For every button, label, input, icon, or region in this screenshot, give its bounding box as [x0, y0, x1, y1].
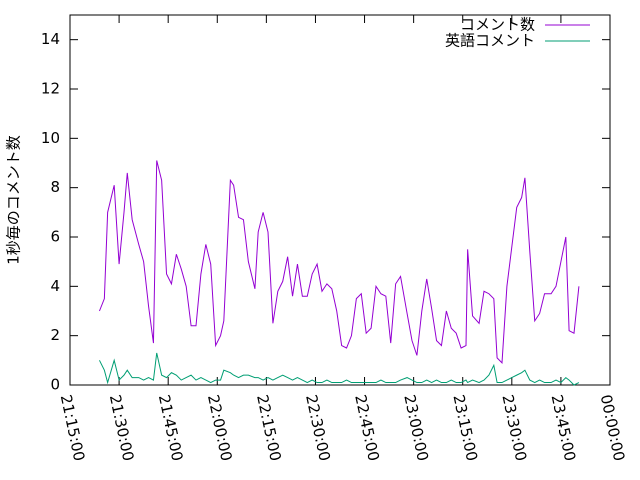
y-tick-label: 10 — [41, 129, 60, 147]
x-tick-label: 22:15:00 — [253, 393, 285, 463]
legend-label: 英語コメント — [445, 32, 535, 50]
x-tick-label: 23:00:00 — [400, 393, 432, 463]
x-tick-label: 22:45:00 — [351, 393, 383, 463]
y-tick-label: 4 — [50, 277, 60, 295]
y-tick-label: 6 — [50, 228, 60, 246]
y-tick-label: 12 — [41, 80, 60, 98]
y-axis-label: 1秒毎のコメント数 — [5, 135, 23, 265]
x-tick-label: 23:15:00 — [449, 393, 481, 463]
series-line — [99, 352, 580, 386]
y-tick-label: 2 — [50, 326, 60, 344]
x-tick-label: 23:30:00 — [499, 393, 531, 463]
x-tick-label: 21:15:00 — [57, 393, 89, 463]
x-tick-label: 21:30:00 — [106, 393, 138, 463]
y-tick-label: 0 — [50, 376, 60, 394]
x-tick-label: 21:45:00 — [155, 393, 187, 463]
x-tick-label: 23:45:00 — [548, 393, 580, 463]
plot-border — [69, 14, 611, 386]
x-tick-label: 22:00:00 — [204, 393, 236, 463]
x-tick-label: 22:30:00 — [302, 393, 334, 463]
x-tick-label: 00:00:00 — [597, 393, 629, 463]
y-tick-label: 14 — [41, 30, 60, 48]
legend-label: コメント数 — [460, 16, 535, 34]
y-tick-label: 8 — [50, 178, 60, 196]
series-line — [98, 160, 580, 364]
